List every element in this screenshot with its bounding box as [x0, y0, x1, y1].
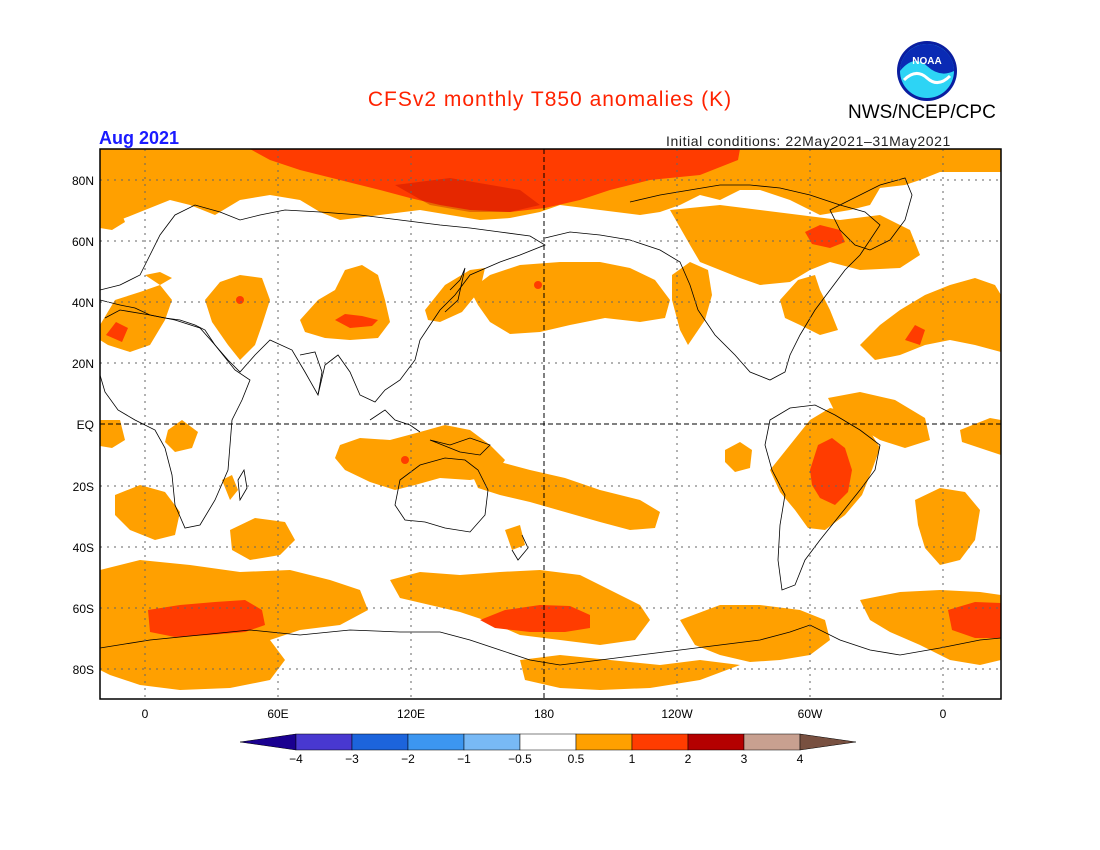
colorbar-swatch [407, 733, 465, 751]
lon-label: 0 [940, 707, 947, 721]
gridlines [100, 149, 1001, 699]
colorbar-label: −0.5 [508, 752, 532, 766]
anomaly-region [805, 225, 845, 248]
anomaly-region [670, 205, 920, 285]
anomaly-region [145, 272, 172, 285]
initial-conditions: Initial conditions: 22May2021–31May2021 [666, 133, 951, 149]
map-title: CFSv2 monthly T850 anomalies (K) [367, 88, 733, 111]
lat-label: 60N [72, 235, 94, 249]
colorbar-swatch [239, 733, 297, 751]
colorbar: −4 −3 −2 −1 −0.5 0.5 1 2 3 4 [239, 733, 857, 766]
anomaly-region [470, 262, 670, 334]
anomaly-region [148, 600, 265, 637]
noaa-logo-icon: NOAA [897, 41, 957, 101]
anomaly-region [780, 275, 838, 335]
anomaly-region [915, 488, 980, 565]
lon-label: 0 [142, 707, 149, 721]
colorbar-label: 0.5 [568, 752, 585, 766]
anomaly-region [672, 262, 712, 345]
organization-label: NWS/NCEP/CPC [848, 102, 996, 123]
lat-label: 80N [72, 174, 94, 188]
lon-label: 120E [397, 707, 425, 721]
colorbar-label: −1 [457, 752, 471, 766]
forecast-month: Aug 2021 [99, 128, 180, 148]
colorbar-swatch [295, 733, 353, 751]
map-frame [99, 148, 1002, 700]
lat-label: EQ [77, 418, 94, 432]
colorbar-swatch [799, 733, 857, 751]
anomaly-region [905, 325, 925, 345]
colorbar-swatch [687, 733, 745, 751]
lon-label: 120W [661, 707, 693, 721]
anomaly-region [115, 485, 180, 540]
lat-label: 20N [72, 357, 94, 371]
anomaly-region [828, 392, 930, 448]
colorbar-label: 1 [629, 752, 636, 766]
anomaly-region [205, 275, 270, 360]
colorbar-label: 2 [685, 752, 692, 766]
lon-label: 60E [267, 707, 288, 721]
colorbar-label: 4 [797, 752, 804, 766]
colorbar-label: 3 [741, 752, 748, 766]
colorbar-swatch [575, 733, 633, 751]
anomaly-region [335, 425, 505, 490]
lat-label: 40S [73, 541, 94, 555]
anomaly-region [725, 442, 752, 472]
equator-dateline [100, 149, 1001, 699]
anomaly-region [480, 605, 590, 632]
anomaly-region [106, 322, 128, 342]
anomaly-region [395, 178, 540, 212]
lat-label: 80S [73, 663, 94, 677]
lat-label: 60S [73, 602, 94, 616]
colorbar-swatch [631, 733, 689, 751]
lon-label: 60W [798, 707, 823, 721]
anomaly-region [810, 438, 852, 505]
colorbar-swatch [351, 733, 409, 751]
anomaly-region [222, 475, 238, 500]
coastlines [100, 177, 1001, 666]
anomaly-region [948, 602, 1001, 638]
lat-label: 40N [72, 296, 94, 310]
lat-label: 20S [73, 480, 94, 494]
anomaly-region [960, 418, 1001, 455]
anomaly-region [230, 518, 295, 560]
anomaly-region [335, 314, 378, 328]
anomaly-region [165, 420, 198, 452]
colorbar-swatch [743, 733, 801, 751]
anomaly-region [680, 605, 830, 662]
anomaly-region [100, 420, 125, 448]
lon-label: 180 [534, 707, 554, 721]
anomaly-region [505, 525, 525, 550]
colorbar-label: −3 [345, 752, 359, 766]
anomaly-region [250, 149, 740, 212]
colorbar-swatch [519, 733, 577, 751]
colorbar-label: −2 [401, 752, 415, 766]
colorbar-swatch [463, 733, 521, 751]
anomaly-region [100, 200, 125, 230]
anomaly-region [470, 462, 660, 530]
anomaly-region [520, 655, 740, 690]
colorbar-label: −4 [289, 752, 303, 766]
logo-text: NOAA [912, 56, 941, 67]
anomaly-region [860, 278, 1001, 360]
